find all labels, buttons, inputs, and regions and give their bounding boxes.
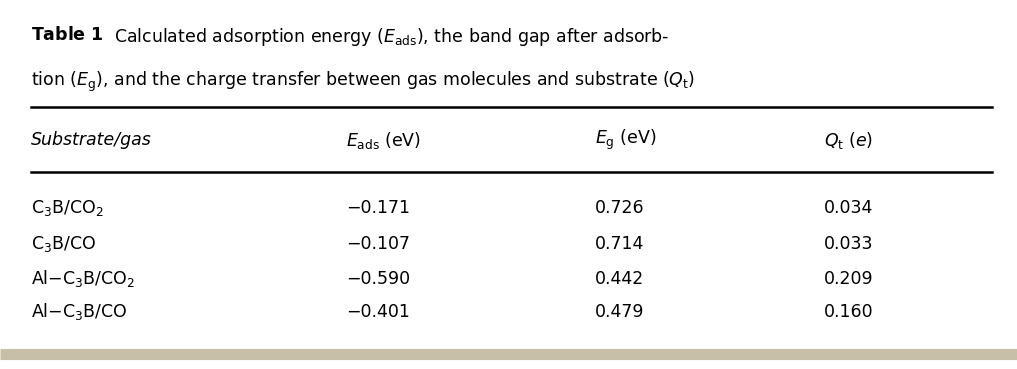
Text: −0.171: −0.171 [346, 200, 410, 217]
Text: $\mathrm{C_3B/CO}$: $\mathrm{C_3B/CO}$ [31, 234, 96, 254]
Text: 0.479: 0.479 [595, 303, 645, 321]
Text: 0.209: 0.209 [824, 270, 874, 287]
Text: tion ($E_{\mathrm{g}}$), and the charge transfer between gas molecules and subst: tion ($E_{\mathrm{g}}$), and the charge … [31, 70, 695, 94]
Text: Substrate/gas: Substrate/gas [31, 131, 152, 149]
Text: Calculated adsorption energy ($E_{\mathrm{ads}}$), the band gap after adsorb-: Calculated adsorption energy ($E_{\mathr… [114, 26, 669, 48]
Text: −0.107: −0.107 [346, 235, 410, 252]
Text: 0.714: 0.714 [595, 235, 645, 252]
Text: 0.034: 0.034 [824, 200, 874, 217]
Text: $\mathbf{Table\ 1}$: $\mathbf{Table\ 1}$ [31, 26, 103, 44]
Text: $\mathrm{C_3B/CO_2}$: $\mathrm{C_3B/CO_2}$ [31, 199, 104, 218]
Text: $\mathrm{Al{-}C_3B/CO}$: $\mathrm{Al{-}C_3B/CO}$ [31, 301, 127, 322]
Text: $E_{\mathrm{ads}}$ (eV): $E_{\mathrm{ads}}$ (eV) [346, 130, 421, 151]
Text: 0.726: 0.726 [595, 200, 645, 217]
Text: $E_{\mathrm{g}}$ (eV): $E_{\mathrm{g}}$ (eV) [595, 128, 656, 152]
Text: 0.160: 0.160 [824, 303, 874, 321]
Text: $Q_{\mathrm{t}}$ ($e$): $Q_{\mathrm{t}}$ ($e$) [824, 130, 873, 151]
Text: −0.590: −0.590 [346, 270, 410, 287]
Text: $\mathrm{Al{-}C_3B/CO_2}$: $\mathrm{Al{-}C_3B/CO_2}$ [31, 268, 134, 289]
Text: 0.033: 0.033 [824, 235, 874, 252]
Text: 0.442: 0.442 [595, 270, 644, 287]
Text: −0.401: −0.401 [346, 303, 410, 321]
